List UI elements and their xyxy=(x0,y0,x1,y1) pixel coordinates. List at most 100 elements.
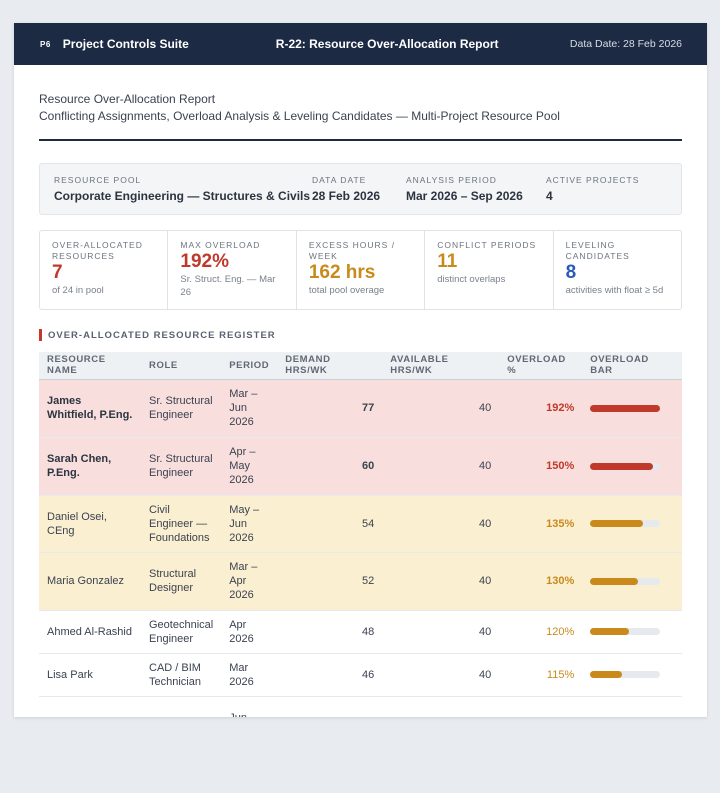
kpi-value: 7 xyxy=(52,262,63,283)
cell-overload-bar xyxy=(582,437,682,496)
cell-overload-pct: 120% xyxy=(499,610,583,654)
table-row[interactable]: James Whitfield, P.Eng. Sr. Structural En… xyxy=(39,379,682,438)
cell-period: Mar 2026 xyxy=(221,653,278,697)
col-overload-pct: Overload % xyxy=(499,352,583,380)
cell-overload-pct: 150% xyxy=(499,437,583,496)
cell-overload-bar xyxy=(582,610,682,654)
kpi-value: 11 xyxy=(437,251,458,272)
cell-period: Apr 2026 xyxy=(221,610,278,654)
overload-bar-track xyxy=(590,628,661,635)
cell-period: May – Jun 2026 xyxy=(221,495,278,553)
overload-bar-fill xyxy=(590,462,654,470)
kpi-value: 162 hrs xyxy=(308,262,376,283)
kpi-max-overload: Max Overload 192% Sr. Struct. Eng. — Mar… xyxy=(168,231,297,309)
cell-available: 40 xyxy=(382,696,500,717)
cell-available: 40 xyxy=(382,552,500,611)
cell-role: Geotechnical Engineer xyxy=(141,610,222,654)
cell-resource-name: Maria Gonzalez xyxy=(39,552,141,611)
overload-bar-track xyxy=(590,520,661,527)
table-body: James Whitfield, P.Eng. Sr. Structural En… xyxy=(39,379,682,717)
section-accent-bar xyxy=(39,329,42,341)
cell-period: Jun – Jul xyxy=(221,696,278,717)
cell-overload-pct: 135% xyxy=(499,495,583,553)
cell-resource-name: James Whitfield, P.Eng. xyxy=(39,379,141,438)
cell-role: Structural xyxy=(141,696,222,717)
col-demand: Demand Hrs/Wk xyxy=(277,352,383,380)
cell-overload-pct: 130% xyxy=(499,552,583,611)
cell-demand: 52 xyxy=(277,552,383,611)
cell-overload-bar xyxy=(582,696,682,717)
cell-demand: 46 xyxy=(277,653,383,697)
cell-role: Structural Designer xyxy=(141,552,222,611)
cell-overload-bar xyxy=(582,495,682,553)
section-heading: Over-Allocated Resource Register xyxy=(39,329,682,341)
kpi-value: 8 xyxy=(565,262,577,283)
kpi-over-allocated: Over-Allocated Resources 7 of 24 in pool xyxy=(40,231,169,309)
kpi-leveling-candidates: Leveling Candidates 8 activities with fl… xyxy=(554,231,681,309)
cell-resource-name: Tom Bradley xyxy=(39,696,141,717)
cell-overload-pct: 192% xyxy=(499,379,583,438)
cell-demand: 77 xyxy=(277,379,383,438)
pool-summary: Resource Pool Corporate Engineering — St… xyxy=(39,163,682,215)
header-data-date: Data Date: 28 Feb 2026 xyxy=(569,38,682,50)
overload-bar-fill xyxy=(590,577,639,585)
cell-role: Civil Engineer — Foundations xyxy=(141,495,222,553)
overload-bar-track xyxy=(590,577,661,585)
p6-logo: P6 xyxy=(40,39,51,49)
table-row[interactable]: Tom BradleyStructuralJun – Jul4440110% xyxy=(39,696,682,717)
table-row[interactable]: Lisa Park CAD / BIM Technician Mar 2026 46 4… xyxy=(39,653,682,697)
suite-name: Project Controls Suite xyxy=(62,37,189,51)
col-role: Role xyxy=(141,352,222,380)
overload-bar-track xyxy=(590,462,661,470)
cell-demand: 60 xyxy=(277,437,383,496)
pool-field-active-projects: Active Projects 4 xyxy=(546,175,640,203)
col-overload-bar: Overload Bar xyxy=(582,352,682,380)
cell-overload-bar xyxy=(582,379,682,438)
cell-resource-name: Sarah Chen, P.Eng. xyxy=(39,437,141,496)
col-available: Available Hrs/Wk xyxy=(382,352,500,380)
cell-demand: 48 xyxy=(277,610,383,654)
cell-available: 40 xyxy=(382,379,500,438)
top-bar: P6 Project Controls Suite R-22: Resource… xyxy=(14,23,707,65)
title-divider xyxy=(39,139,682,141)
report-page: P6 Project Controls Suite R-22: Resource… xyxy=(14,23,707,717)
cell-role: CAD / BIM Technician xyxy=(141,653,222,697)
cell-demand: 54 xyxy=(277,495,383,553)
table-header-row: Resource Name Role Period Demand Hrs/Wk … xyxy=(39,352,682,380)
table-row[interactable]: Daniel Osei, CEng Civil Engineer — Founda… xyxy=(39,495,682,553)
cell-resource-name: Ahmed Al-Rashid xyxy=(39,610,141,654)
kpi-value: 192% xyxy=(180,251,230,272)
cell-available: 40 xyxy=(382,653,500,697)
doc-title: Resource Over-Allocation Report xyxy=(39,92,216,106)
table-row[interactable]: Maria Gonzalez Structural Designer Mar – A… xyxy=(39,552,682,611)
cell-overload-bar xyxy=(582,653,682,697)
kpi-conflict-periods: Conflict Periods 11 distinct overlaps xyxy=(425,231,554,309)
cell-available: 40 xyxy=(382,610,500,654)
cell-period: Apr – May 2026 xyxy=(221,437,278,496)
pool-field-analysis-period: Analysis Period Mar 2026 – Sep 2026 xyxy=(406,175,523,203)
col-resource-name: Resource Name xyxy=(39,352,141,380)
overload-bar-fill xyxy=(590,671,623,678)
report-title: R-22: Resource Over-Allocation Report xyxy=(275,37,499,51)
cell-demand: 44 xyxy=(277,696,383,717)
cell-available: 40 xyxy=(382,495,500,553)
overload-bar-fill xyxy=(590,404,661,412)
cell-period: Mar – Jun 2026 xyxy=(221,379,278,438)
kpi-excess-hours: Excess Hours / Week 162 hrs total pool o… xyxy=(297,231,426,309)
col-period: Period xyxy=(221,352,278,380)
table-row[interactable]: Sarah Chen, P.Eng. Sr. Structural Enginee… xyxy=(39,437,682,496)
resource-register-table: Resource Name Role Period Demand Hrs/Wk … xyxy=(39,352,682,717)
overload-bar-fill xyxy=(590,520,644,527)
cell-role: Sr. Structural Engineer xyxy=(141,379,222,438)
cell-role: Sr. Structural Engineer xyxy=(141,437,222,496)
table-row[interactable]: Ahmed Al-Rashid Geotechnical Engineer Apr … xyxy=(39,610,682,654)
overload-bar-fill xyxy=(590,628,630,635)
pool-field-data-date: Data Date 28 Feb 2026 xyxy=(312,175,381,203)
cell-overload-pct: 110% xyxy=(499,696,583,717)
cell-overload-pct: 115% xyxy=(499,653,583,697)
kpi-strip: Over-Allocated Resources 7 of 24 in pool… xyxy=(39,230,682,310)
cell-resource-name: Daniel Osei, CEng xyxy=(39,495,141,553)
report-content: Resource Over-Allocation Report Conflict… xyxy=(14,65,707,717)
cell-overload-bar xyxy=(582,552,682,611)
cell-available: 40 xyxy=(382,437,500,496)
